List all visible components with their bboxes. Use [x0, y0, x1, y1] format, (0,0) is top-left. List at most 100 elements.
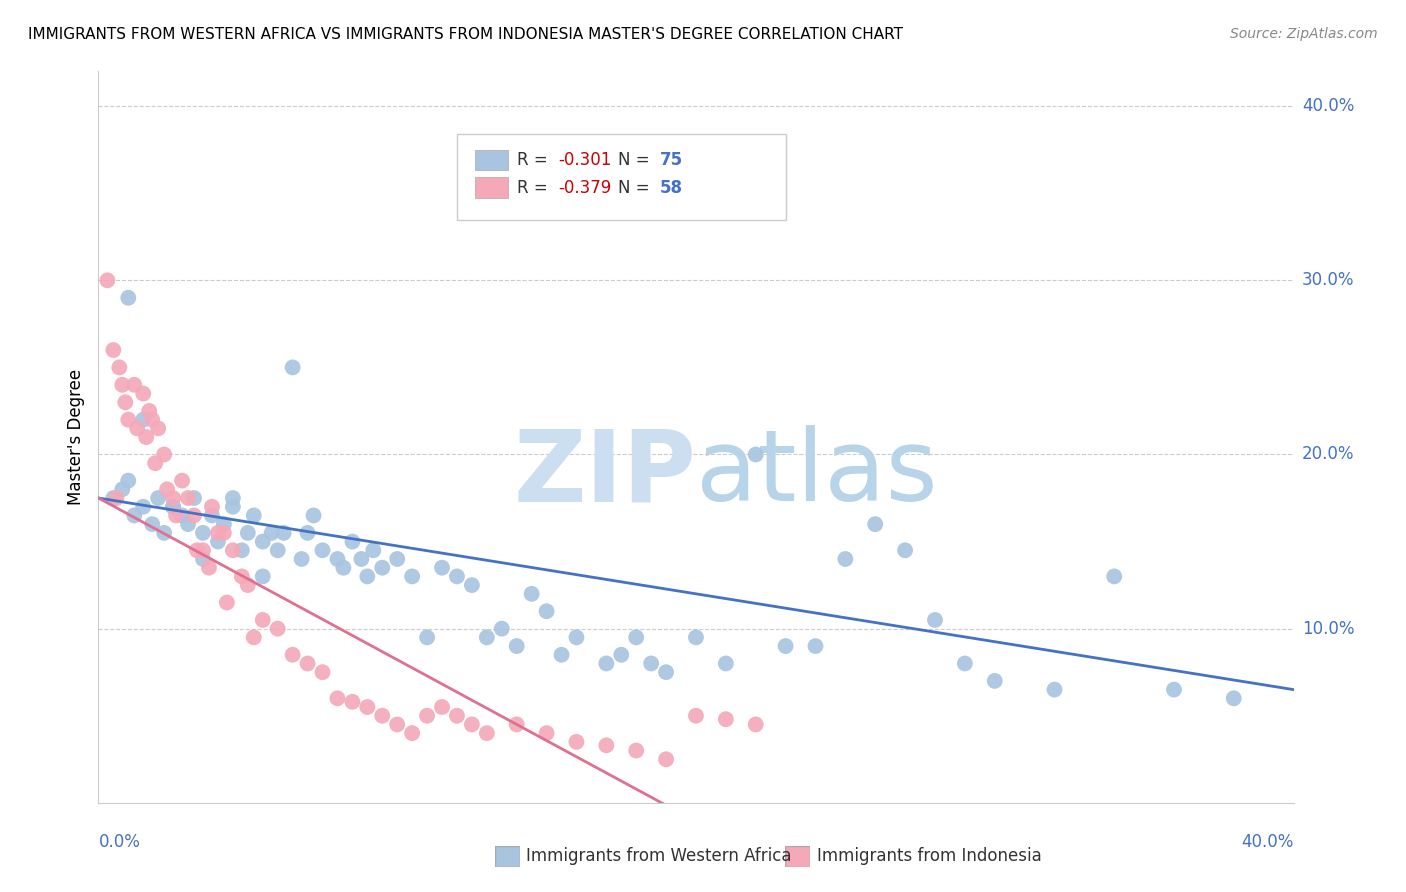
Text: -0.301: -0.301	[558, 151, 612, 169]
Point	[138, 404, 160, 418]
Point	[212, 525, 235, 540]
Text: 20.0%: 20.0%	[1302, 445, 1354, 464]
Point	[212, 517, 235, 532]
Point	[267, 543, 290, 558]
Point	[655, 665, 678, 680]
Point	[385, 552, 409, 566]
Point	[111, 377, 134, 392]
Point	[775, 639, 797, 653]
Point	[132, 500, 155, 514]
Point	[141, 412, 163, 426]
Point	[506, 717, 529, 731]
Point	[610, 648, 633, 662]
Text: IMMIGRANTS FROM WESTERN AFRICA VS IMMIGRANTS FROM INDONESIA MASTER'S DEGREE CORR: IMMIGRANTS FROM WESTERN AFRICA VS IMMIGR…	[28, 27, 903, 42]
Point	[222, 500, 245, 514]
Point	[1043, 682, 1066, 697]
Point	[207, 525, 229, 540]
Point	[1104, 569, 1126, 583]
Point	[124, 377, 146, 392]
Point	[371, 708, 394, 723]
Point	[198, 560, 221, 574]
Text: Source: ZipAtlas.com: Source: ZipAtlas.com	[1230, 27, 1378, 41]
Point	[162, 500, 184, 514]
Point	[132, 412, 155, 426]
Text: N =: N =	[619, 151, 655, 169]
Point	[243, 631, 266, 645]
Point	[685, 708, 707, 723]
Point	[252, 534, 274, 549]
Point	[595, 739, 617, 753]
Point	[201, 508, 224, 523]
Point	[177, 491, 200, 505]
Point	[491, 622, 513, 636]
Text: 75: 75	[661, 151, 683, 169]
Point	[446, 569, 468, 583]
Point	[108, 360, 131, 375]
Point	[222, 491, 245, 505]
Point	[201, 500, 224, 514]
Point	[177, 517, 200, 532]
Point	[117, 474, 139, 488]
Text: R =: R =	[517, 151, 553, 169]
Point	[127, 421, 149, 435]
Point	[640, 657, 662, 671]
Point	[252, 569, 274, 583]
Point	[326, 552, 349, 566]
Text: ZIP: ZIP	[513, 425, 696, 522]
Point	[183, 508, 205, 523]
Point	[273, 525, 295, 540]
Point	[260, 525, 283, 540]
Point	[326, 691, 349, 706]
Point	[342, 534, 364, 549]
Point	[207, 534, 229, 549]
Point	[103, 343, 125, 357]
FancyBboxPatch shape	[457, 134, 786, 219]
Point	[461, 578, 484, 592]
Point	[350, 552, 373, 566]
Point	[148, 421, 170, 435]
Text: 30.0%: 30.0%	[1302, 271, 1354, 289]
Point	[745, 717, 768, 731]
Point	[804, 639, 827, 653]
Text: 0.0%: 0.0%	[98, 833, 141, 851]
Point	[416, 708, 439, 723]
Text: 40.0%: 40.0%	[1302, 97, 1354, 115]
Point	[595, 657, 617, 671]
Point	[356, 700, 378, 714]
Text: Immigrants from Indonesia: Immigrants from Indonesia	[817, 847, 1042, 865]
Point	[363, 543, 385, 558]
Point	[243, 508, 266, 523]
Y-axis label: Master's Degree: Master's Degree	[66, 369, 84, 505]
Point	[231, 543, 253, 558]
Point	[714, 712, 737, 726]
Point	[430, 700, 453, 714]
Point	[172, 474, 194, 488]
Point	[281, 360, 304, 375]
Point	[162, 500, 184, 514]
Point	[685, 631, 707, 645]
Point	[236, 525, 259, 540]
Point	[356, 569, 378, 583]
Text: atlas: atlas	[696, 425, 938, 522]
Point	[626, 743, 648, 757]
Point	[141, 517, 163, 532]
Point	[124, 508, 146, 523]
Point	[550, 648, 572, 662]
Point	[281, 648, 304, 662]
Point	[745, 448, 768, 462]
Text: R =: R =	[517, 178, 553, 196]
Point	[984, 673, 1007, 688]
Point	[267, 622, 290, 636]
Point	[834, 552, 856, 566]
Point	[565, 631, 588, 645]
Point	[297, 657, 319, 671]
Text: 40.0%: 40.0%	[1241, 833, 1294, 851]
Point	[231, 569, 253, 583]
Point	[153, 448, 176, 462]
Point	[506, 639, 529, 653]
Point	[302, 508, 325, 523]
Point	[475, 726, 498, 740]
Point	[565, 735, 588, 749]
Point	[191, 543, 214, 558]
Point	[111, 483, 134, 497]
